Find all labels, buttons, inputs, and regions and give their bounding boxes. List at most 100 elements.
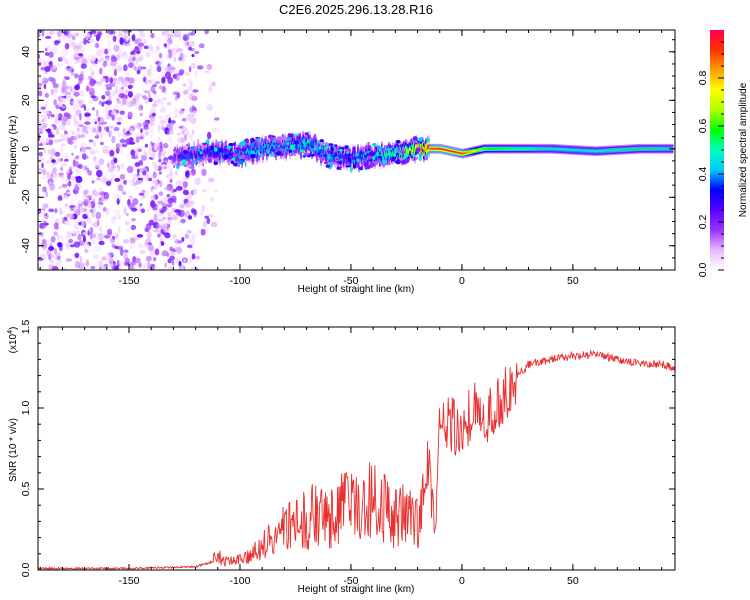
- noise-speckle: [160, 59, 163, 65]
- ridge-cell: [411, 150, 413, 154]
- ridge-cell: [553, 148, 556, 150]
- ridge-blob: [187, 156, 192, 159]
- ridge-cell: [479, 148, 481, 151]
- ridge-blob: [250, 150, 256, 156]
- noise-speckle: [136, 50, 141, 54]
- noise-speckle: [178, 111, 183, 119]
- ridge-cell: [621, 148, 624, 151]
- noise-speckle: [55, 128, 60, 135]
- ridge-cell: [294, 143, 296, 148]
- ridge-blob: [235, 147, 242, 151]
- noise-speckle: [163, 43, 168, 47]
- noise-speckle: [182, 83, 187, 87]
- ridge-cell: [242, 150, 244, 154]
- ridge-cell: [618, 148, 621, 151]
- noise-speckle: [118, 30, 123, 37]
- noise-speckle: [57, 195, 63, 201]
- noise-speckle: [95, 211, 102, 220]
- noise-speckle: [136, 69, 141, 75]
- ridge-cell: [572, 149, 575, 151]
- ridge-cell: [376, 152, 378, 156]
- noise-speckle: [173, 216, 178, 220]
- noise-speckle: [74, 222, 80, 230]
- noise-speckle: [146, 231, 152, 239]
- ridge-blob: [232, 154, 236, 158]
- noise-speckle: [79, 90, 85, 97]
- ridge-cell: [617, 149, 620, 151]
- ridge-cell: [427, 145, 429, 150]
- ridge-cell: [508, 147, 510, 150]
- noise-speckle: [141, 195, 146, 199]
- ridge-cell: [348, 156, 350, 160]
- noise-speckle: [57, 234, 60, 242]
- ridge-cell: [456, 151, 458, 154]
- ridge-blob: [240, 154, 246, 159]
- ridge-cell: [633, 148, 636, 150]
- noise-speckle: [188, 66, 192, 73]
- ridge-cell: [576, 149, 579, 152]
- ridge-cell: [657, 147, 660, 150]
- noise-speckle: [102, 149, 110, 155]
- noise-speckle: [90, 71, 95, 76]
- x-tick-label: -100: [229, 575, 250, 587]
- ridge-blob: [345, 165, 351, 168]
- noise-speckle: [113, 44, 120, 52]
- noise-speckle: [69, 56, 74, 61]
- ridge-cell: [211, 148, 213, 153]
- noise-speckle: [150, 85, 155, 93]
- ridge-cell: [243, 150, 245, 155]
- noise-speckle: [95, 148, 100, 154]
- noise-speckle: [167, 136, 173, 143]
- noise-speckle: [147, 244, 154, 252]
- noise-speckle: [207, 214, 214, 218]
- ridge-cell: [429, 147, 431, 150]
- noise-speckle: [80, 242, 85, 246]
- ridge-blob: [352, 146, 356, 152]
- noise-speckle: [184, 133, 187, 141]
- noise-speckle: [119, 113, 126, 117]
- y-tick-label: 0: [20, 146, 32, 152]
- noise-speckle: [206, 217, 211, 225]
- noise-speckle: [38, 151, 43, 157]
- ridge-cell: [552, 147, 555, 150]
- ridge-cell: [250, 148, 252, 153]
- noise-speckle: [41, 220, 48, 225]
- ridge-cell: [276, 144, 278, 148]
- noise-speckle: [149, 131, 154, 139]
- ridge-blob: [330, 146, 334, 152]
- ridge-cell: [528, 147, 530, 150]
- noise-speckle: [212, 223, 216, 227]
- noise-speckle: [92, 239, 96, 245]
- ridge-cell: [517, 147, 519, 150]
- noise-speckle: [160, 164, 167, 168]
- ridge-cell: [567, 148, 570, 151]
- ridge-blob: [340, 158, 343, 161]
- ridge-cell: [213, 149, 215, 153]
- noise-speckle: [64, 220, 71, 225]
- noise-speckle: [71, 152, 74, 156]
- ridge-cell: [533, 147, 535, 150]
- noise-speckle: [60, 144, 63, 153]
- noise-speckle: [164, 233, 171, 239]
- noise-speckle: [69, 206, 72, 213]
- noise-speckle: [151, 50, 157, 54]
- noise-speckle: [184, 233, 190, 240]
- ridge-cell: [261, 144, 263, 149]
- ridge-blob: [414, 156, 419, 160]
- noise-speckle: [100, 141, 104, 146]
- noise-speckle: [61, 183, 68, 188]
- ridge-cell: [560, 148, 563, 151]
- ridge-cell: [385, 154, 387, 158]
- ridge-cell: [636, 148, 639, 150]
- ridge-cell: [511, 147, 513, 150]
- spectrogram-y-axis-label: Frequency (Hz): [8, 116, 19, 185]
- ridge-blob: [239, 142, 243, 147]
- ridge-cell: [556, 148, 559, 151]
- noise-speckle: [167, 220, 173, 224]
- noise-speckle: [104, 126, 107, 131]
- noise-speckle: [93, 155, 97, 162]
- ridge-cell: [627, 148, 630, 151]
- ridge-cell: [281, 147, 283, 151]
- noise-speckle: [110, 59, 117, 67]
- ridge-blob: [286, 136, 291, 142]
